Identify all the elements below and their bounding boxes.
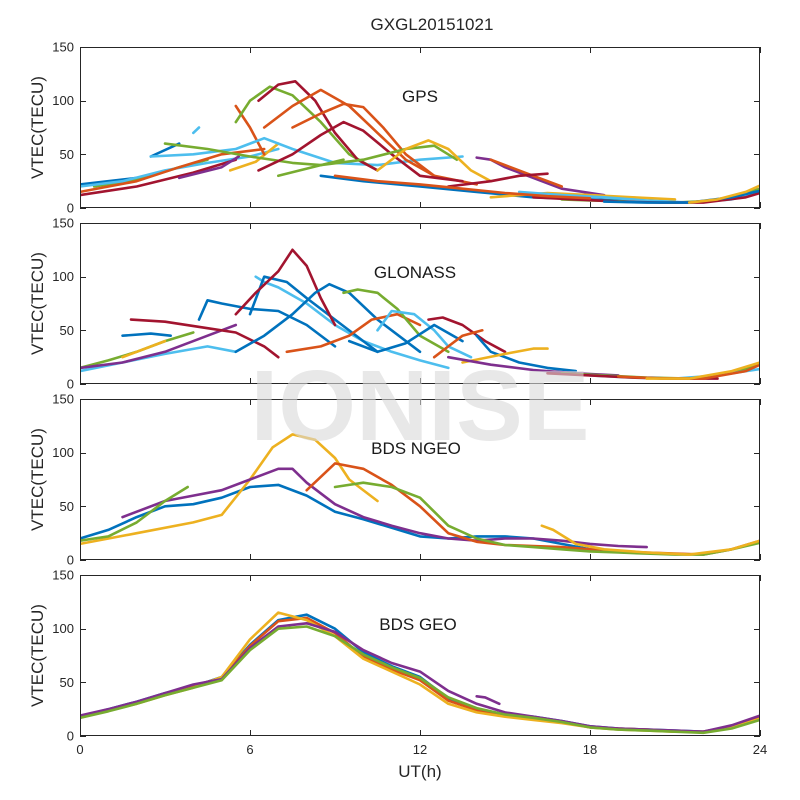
panel-3: 0 50 100 150 VTEC(TECU) BDS NGEO <box>28 392 761 568</box>
series-line-4 <box>121 339 167 359</box>
y-axis-label: VTEC(TECU) <box>28 428 47 531</box>
series-line-5 <box>80 625 760 735</box>
panel-annotation: BDS GEO <box>379 615 456 634</box>
x-tick-label: 6 <box>246 742 253 757</box>
series-line-17 <box>257 120 464 183</box>
series-line-29 <box>687 184 760 204</box>
series-line-8 <box>177 155 240 180</box>
y-tick-label: 50 <box>60 499 74 514</box>
series-line-19 <box>376 139 493 183</box>
series-line-14 <box>376 309 473 359</box>
series-line-6 <box>475 694 501 706</box>
series-line-15 <box>347 323 464 354</box>
series-line-7 <box>197 298 337 348</box>
panel-4: 0 50 100 150 0 6 12 18 24 VTEC(TECU) BDS GEO <box>28 568 767 758</box>
x-tick-label: 18 <box>583 742 597 757</box>
series-group <box>80 80 760 204</box>
y-axis-label: VTEC(TECU) <box>28 76 47 179</box>
series-line-19 <box>461 347 549 364</box>
x-axis-label: UT(h) <box>398 762 441 781</box>
y-tick-label: 50 <box>60 147 74 162</box>
series-group <box>80 248 760 380</box>
x-tick-label: 24 <box>753 742 767 757</box>
x-tick-label: 0 <box>76 742 83 757</box>
series-line-11 <box>234 282 422 354</box>
panel-annotation: GLONASS <box>374 263 456 282</box>
series-line-18 <box>276 144 459 178</box>
series-line-3 <box>80 323 238 370</box>
y-tick-label: 100 <box>52 621 74 636</box>
series-line-18 <box>475 334 578 373</box>
series-group <box>80 611 760 735</box>
y-tick-label: 150 <box>52 392 74 407</box>
series-line-16 <box>427 316 507 354</box>
series-line-24 <box>489 191 677 201</box>
y-tick-label: 100 <box>52 445 74 460</box>
series-line-6 <box>129 318 280 359</box>
panel-annotation: GPS <box>402 87 438 106</box>
series-line-4 <box>80 485 189 543</box>
series-line-13 <box>342 288 450 354</box>
panel-1: 0 50 100 150 VTEC(TECU) GPS <box>28 40 761 216</box>
series-line-3 <box>80 147 280 188</box>
y-tick-label: 100 <box>52 269 74 284</box>
series-line-9 <box>248 275 379 354</box>
series-line-22 <box>489 158 564 188</box>
series-line-5 <box>121 332 172 338</box>
y-tick-label: 50 <box>60 675 74 690</box>
series-line-6 <box>80 147 266 194</box>
x-tick-label: 12 <box>413 742 427 757</box>
series-line-7 <box>80 158 238 197</box>
y-tick-label: 0 <box>67 377 74 392</box>
y-tick-label: 150 <box>52 40 74 55</box>
y-tick-label: 150 <box>52 568 74 583</box>
series-line-10 <box>234 248 337 327</box>
y-tick-label: 50 <box>60 323 74 338</box>
series-line-16 <box>291 102 479 186</box>
series-line-13 <box>234 85 379 172</box>
y-tick-label: 150 <box>52 216 74 231</box>
series-line-7 <box>540 524 760 556</box>
panel-2: 0 50 100 150 VTEC(TECU) GLONASS <box>28 216 761 392</box>
series-line-3 <box>121 467 649 549</box>
plot-area <box>80 47 760 208</box>
series-group <box>80 433 760 556</box>
series-line-11 <box>149 136 464 167</box>
y-tick-label: 0 <box>67 729 74 744</box>
plot-area <box>80 223 760 384</box>
y-axis-label: VTEC(TECU) <box>28 604 47 707</box>
series-line-12 <box>285 312 422 354</box>
y-tick-label: 0 <box>67 553 74 568</box>
figure-title: GXGL20151021 <box>371 15 494 34</box>
series-line-4 <box>192 126 201 135</box>
y-tick-label: 0 <box>67 201 74 216</box>
series-line-17 <box>432 328 484 359</box>
y-tick-label: 100 <box>52 93 74 108</box>
panels-group: 0 50 100 150 VTEC(TECU) GPS 0 50 100 150 VTEC(TECU… <box>28 40 767 758</box>
plot-area <box>80 575 760 736</box>
watermark: IONISE <box>251 350 590 462</box>
series-line-9 <box>228 142 280 172</box>
series-line-25 <box>645 361 760 380</box>
panel-annotation: BDS NGEO <box>371 439 461 458</box>
series-line-30 <box>333 174 592 200</box>
series-line-21 <box>475 156 606 197</box>
y-axis-label: VTEC(TECU) <box>28 252 47 355</box>
series-line-23 <box>446 172 549 188</box>
